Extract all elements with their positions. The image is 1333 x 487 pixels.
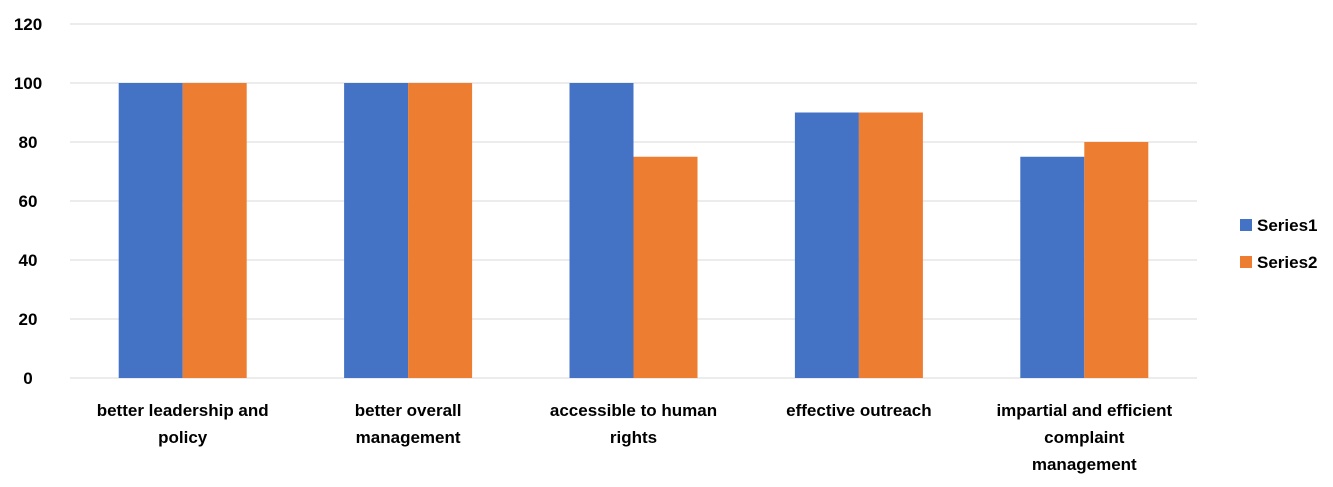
bar-series1-5 bbox=[1020, 156, 1085, 378]
category-label-3: accessible to human rights bbox=[550, 401, 717, 447]
legend-swatch-series1 bbox=[1240, 219, 1252, 231]
y-tick-label-20: 20 bbox=[19, 310, 38, 329]
legend-swatch-series2 bbox=[1240, 256, 1252, 268]
category-label-1: better leadership and policy bbox=[97, 401, 269, 447]
legend-label-series1: Series1 bbox=[1257, 216, 1318, 235]
category-label-4: effective outreach bbox=[786, 401, 932, 420]
category-label-line: management bbox=[356, 428, 461, 447]
bar-series1-4 bbox=[794, 112, 859, 378]
category-label-line: better leadership and bbox=[97, 401, 269, 420]
bar-series1-2 bbox=[344, 83, 409, 378]
category-label-line: impartial and efficient bbox=[996, 401, 1172, 420]
y-tick-label-120: 120 bbox=[14, 15, 42, 34]
category-label-line: policy bbox=[158, 428, 208, 447]
category-label-line: management bbox=[1032, 455, 1137, 474]
y-tick-label-80: 80 bbox=[19, 133, 38, 152]
bar-series2-2 bbox=[408, 83, 473, 378]
category-label-line: effective outreach bbox=[786, 401, 932, 420]
category-label-5: impartial and efficient complaint manageme… bbox=[996, 401, 1172, 474]
y-axis-tick-labels: 0 20 40 60 80 100 120 bbox=[14, 15, 42, 388]
category-label-2: better overall management bbox=[355, 401, 462, 447]
x-axis-category-labels: better leadership and policy better overal… bbox=[97, 401, 1173, 474]
bar-series2-3 bbox=[633, 156, 698, 378]
y-tick-label-40: 40 bbox=[19, 251, 38, 270]
category-label-line: complaint bbox=[1044, 428, 1125, 447]
legend: Series1 Series2 bbox=[1240, 216, 1318, 272]
bar-series2-5 bbox=[1084, 142, 1149, 378]
category-label-line: accessible to human bbox=[550, 401, 717, 420]
legend-label-series2: Series2 bbox=[1257, 253, 1318, 272]
bar-series2-4 bbox=[858, 112, 923, 378]
bar-series2-1 bbox=[182, 83, 247, 378]
y-tick-label-100: 100 bbox=[14, 74, 42, 93]
category-label-line: rights bbox=[610, 428, 657, 447]
y-tick-label-0: 0 bbox=[23, 369, 32, 388]
bar-series1-1 bbox=[118, 83, 183, 378]
bars bbox=[118, 83, 1149, 378]
y-tick-label-60: 60 bbox=[19, 192, 38, 211]
category-label-line: better overall bbox=[355, 401, 462, 420]
bar-series1-3 bbox=[569, 83, 634, 378]
